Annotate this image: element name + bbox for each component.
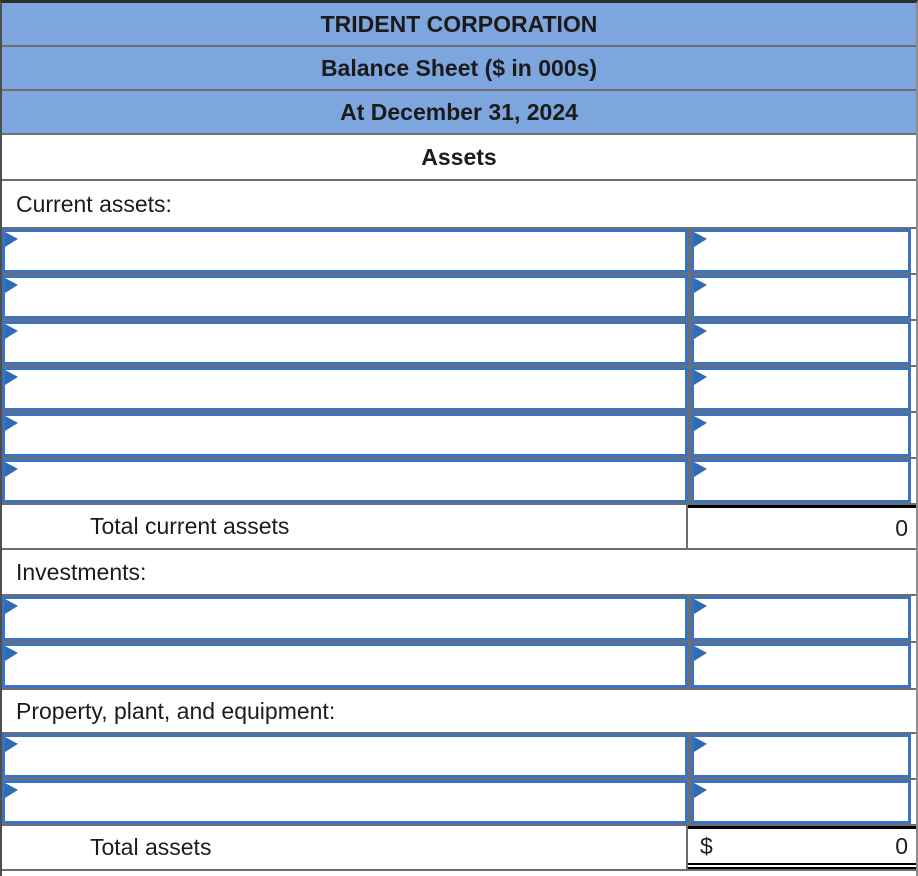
amount-input-cell[interactable] <box>691 321 911 365</box>
row-right-slack <box>911 596 916 641</box>
row-right-slack <box>911 413 916 457</box>
account-select-cell[interactable] <box>2 275 688 319</box>
dropdown-flag-icon <box>5 646 18 661</box>
account-select-cell[interactable] <box>2 734 688 778</box>
dropdown-flag-icon <box>5 462 18 477</box>
dropdown-flag-icon <box>694 278 707 293</box>
column-divider <box>688 275 691 319</box>
column-divider <box>688 459 691 503</box>
dropdown-flag-icon <box>5 324 18 339</box>
dropdown-flag-icon <box>5 783 18 798</box>
investments-input-row-2 <box>2 643 916 690</box>
column-divider <box>688 367 691 411</box>
current-assets-label-row: Current assets: <box>2 181 916 229</box>
total-assets-label: Total assets <box>2 826 688 869</box>
investments-input-row-1 <box>2 596 916 643</box>
amount-input-cell[interactable] <box>691 413 911 457</box>
account-select-cell[interactable] <box>2 413 688 457</box>
current-assets-label: Current assets: <box>16 190 172 217</box>
current-assets-input-row-3 <box>2 321 916 367</box>
bottom-strip <box>2 871 916 876</box>
statement-title-header: Balance Sheet ($ in 000s) <box>2 47 916 91</box>
total-current-assets-row: Total current assets 0 <box>2 505 916 550</box>
row-right-slack <box>911 275 916 319</box>
dropdown-flag-icon <box>694 324 707 339</box>
dropdown-flag-icon <box>694 416 707 431</box>
statement-title-text: Balance Sheet ($ in 000s) <box>320 54 598 81</box>
total-assets-amount: $ 0 <box>688 826 916 869</box>
account-select-cell[interactable] <box>2 596 688 641</box>
account-select-cell[interactable] <box>2 643 688 688</box>
amount-input-cell[interactable] <box>691 459 911 503</box>
row-right-slack <box>911 459 916 503</box>
investments-label-row: Investments: <box>2 550 916 596</box>
account-select-cell[interactable] <box>2 367 688 411</box>
total-current-assets-amount: 0 <box>688 505 916 548</box>
company-name-text: TRIDENT CORPORATION <box>320 10 598 37</box>
investments-label: Investments: <box>16 558 147 585</box>
amount-input-cell[interactable] <box>691 780 911 824</box>
amount-input-cell[interactable] <box>691 643 911 688</box>
account-select-cell[interactable] <box>2 229 688 273</box>
amount-input-cell[interactable] <box>691 596 911 641</box>
total-assets-value: 0 <box>895 832 908 859</box>
ppe-input-row-2 <box>2 780 916 826</box>
total-assets-row: Total assets $ 0 <box>2 826 916 871</box>
amount-input-cell[interactable] <box>691 734 911 778</box>
ppe-label: Property, plant, and equipment: <box>16 697 336 724</box>
currency-symbol: $ <box>700 832 713 859</box>
dropdown-flag-icon <box>5 737 18 752</box>
column-divider <box>688 643 691 688</box>
column-divider <box>688 229 691 273</box>
current-assets-input-row-2 <box>2 275 916 321</box>
current-assets-input-row-6 <box>2 459 916 505</box>
dropdown-flag-icon <box>5 370 18 385</box>
dropdown-flag-icon <box>5 278 18 293</box>
account-select-cell[interactable] <box>2 459 688 503</box>
amount-input-cell[interactable] <box>691 229 911 273</box>
assets-section-heading: Assets <box>2 135 916 181</box>
dropdown-flag-icon <box>694 783 707 798</box>
account-select-cell[interactable] <box>2 321 688 365</box>
ppe-label-row: Property, plant, and equipment: <box>2 690 916 734</box>
row-right-slack <box>911 643 916 688</box>
dropdown-flag-icon <box>5 599 18 614</box>
amount-input-cell[interactable] <box>691 275 911 319</box>
assets-heading-text: Assets <box>421 143 497 170</box>
column-divider <box>688 321 691 365</box>
statement-date-header: At December 31, 2024 <box>2 91 916 135</box>
current-assets-input-row-5 <box>2 413 916 459</box>
row-right-slack <box>911 780 916 824</box>
row-right-slack <box>911 734 916 778</box>
total-current-assets-label: Total current assets <box>2 505 688 548</box>
account-select-cell[interactable] <box>2 780 688 824</box>
dropdown-flag-icon <box>694 370 707 385</box>
column-divider <box>688 413 691 457</box>
row-right-slack <box>911 321 916 365</box>
dropdown-flag-icon <box>5 416 18 431</box>
row-right-slack <box>911 367 916 411</box>
column-divider <box>688 596 691 641</box>
dropdown-flag-icon <box>694 599 707 614</box>
column-divider <box>688 780 691 824</box>
amount-input-cell[interactable] <box>691 367 911 411</box>
dropdown-flag-icon <box>694 737 707 752</box>
row-right-slack <box>911 229 916 273</box>
ppe-input-row-1 <box>2 734 916 780</box>
dropdown-flag-icon <box>694 232 707 247</box>
dropdown-flag-icon <box>694 646 707 661</box>
current-assets-input-row-4 <box>2 367 916 413</box>
column-divider <box>688 734 691 778</box>
total-current-assets-value: 0 <box>895 514 908 541</box>
current-assets-input-row-1 <box>2 229 916 275</box>
company-name-header: TRIDENT CORPORATION <box>2 3 916 47</box>
statement-date-text: At December 31, 2024 <box>340 98 578 125</box>
dropdown-flag-icon <box>5 232 18 247</box>
dropdown-flag-icon <box>694 462 707 477</box>
